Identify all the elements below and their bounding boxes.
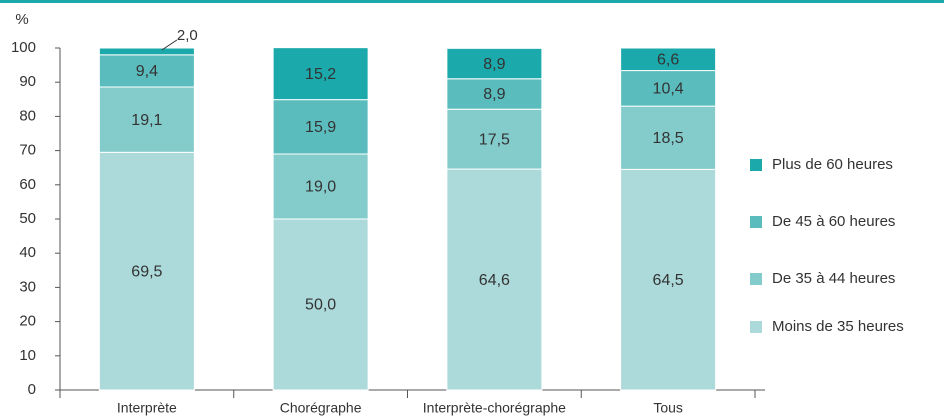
bar-segment [272, 153, 369, 220]
value-label: 2,0 [177, 27, 198, 44]
value-label: 8,9 [483, 56, 505, 73]
legend-swatch [750, 216, 762, 228]
value-label: 64,5 [653, 272, 684, 289]
bar-segment [272, 99, 369, 155]
bar-segment [620, 168, 717, 391]
bar-segment [446, 168, 543, 391]
y-tick-label: 70 [19, 142, 36, 159]
value-label: 50,0 [305, 297, 336, 314]
bar-segment [446, 78, 543, 110]
bar-segment [98, 47, 195, 56]
value-label: 19,0 [305, 179, 336, 196]
legend-swatch [750, 321, 762, 333]
value-label: 15,9 [305, 119, 336, 136]
x-tick-label: Chorégraphe [280, 400, 362, 416]
bar-segment [620, 47, 717, 72]
legend-swatch [750, 159, 762, 171]
y-axis-label: % [15, 11, 28, 28]
value-label: 69,5 [131, 263, 162, 280]
value-label: 6,6 [657, 52, 679, 69]
legend-label: De 45 à 60 heures [772, 213, 895, 230]
y-tick-label: 0 [28, 381, 36, 398]
bar-segment [446, 108, 543, 170]
y-tick-label: 20 [19, 313, 36, 330]
bar-segment [272, 218, 369, 391]
top-rule [0, 0, 944, 3]
value-label: 9,4 [136, 63, 158, 80]
y-tick-label: 30 [19, 278, 36, 295]
legend-label: Moins de 35 heures [772, 318, 904, 335]
y-tick-label: 80 [19, 107, 36, 124]
y-tick-label: 40 [19, 244, 36, 261]
value-label: 10,4 [653, 81, 684, 98]
x-tick-label: Interprète [117, 400, 177, 416]
label-leader [161, 39, 178, 51]
legend-swatch [750, 273, 762, 285]
x-tick-label: Tous [653, 400, 683, 416]
y-tick-label: 10 [19, 347, 36, 364]
y-tick-label: 60 [19, 176, 36, 193]
value-label: 18,5 [653, 130, 684, 147]
bar-segment [620, 70, 717, 107]
y-tick-label: 50 [19, 210, 36, 227]
x-tick-label: Interprète-chorégraphe [423, 400, 566, 416]
value-label: 17,5 [479, 131, 510, 148]
bar-segment [446, 47, 543, 80]
value-label: 15,2 [305, 66, 336, 83]
y-tick-label: 100 [11, 39, 36, 56]
value-label: 64,6 [479, 272, 510, 289]
legend-label: De 35 à 44 heures [772, 270, 895, 287]
bar-segment [620, 105, 717, 170]
value-label: 19,1 [131, 112, 162, 129]
bar-segment [272, 47, 369, 101]
y-tick-label: 90 [19, 73, 36, 90]
value-label: 8,9 [483, 86, 505, 103]
legend-label: Plus de 60 heures [772, 156, 893, 173]
